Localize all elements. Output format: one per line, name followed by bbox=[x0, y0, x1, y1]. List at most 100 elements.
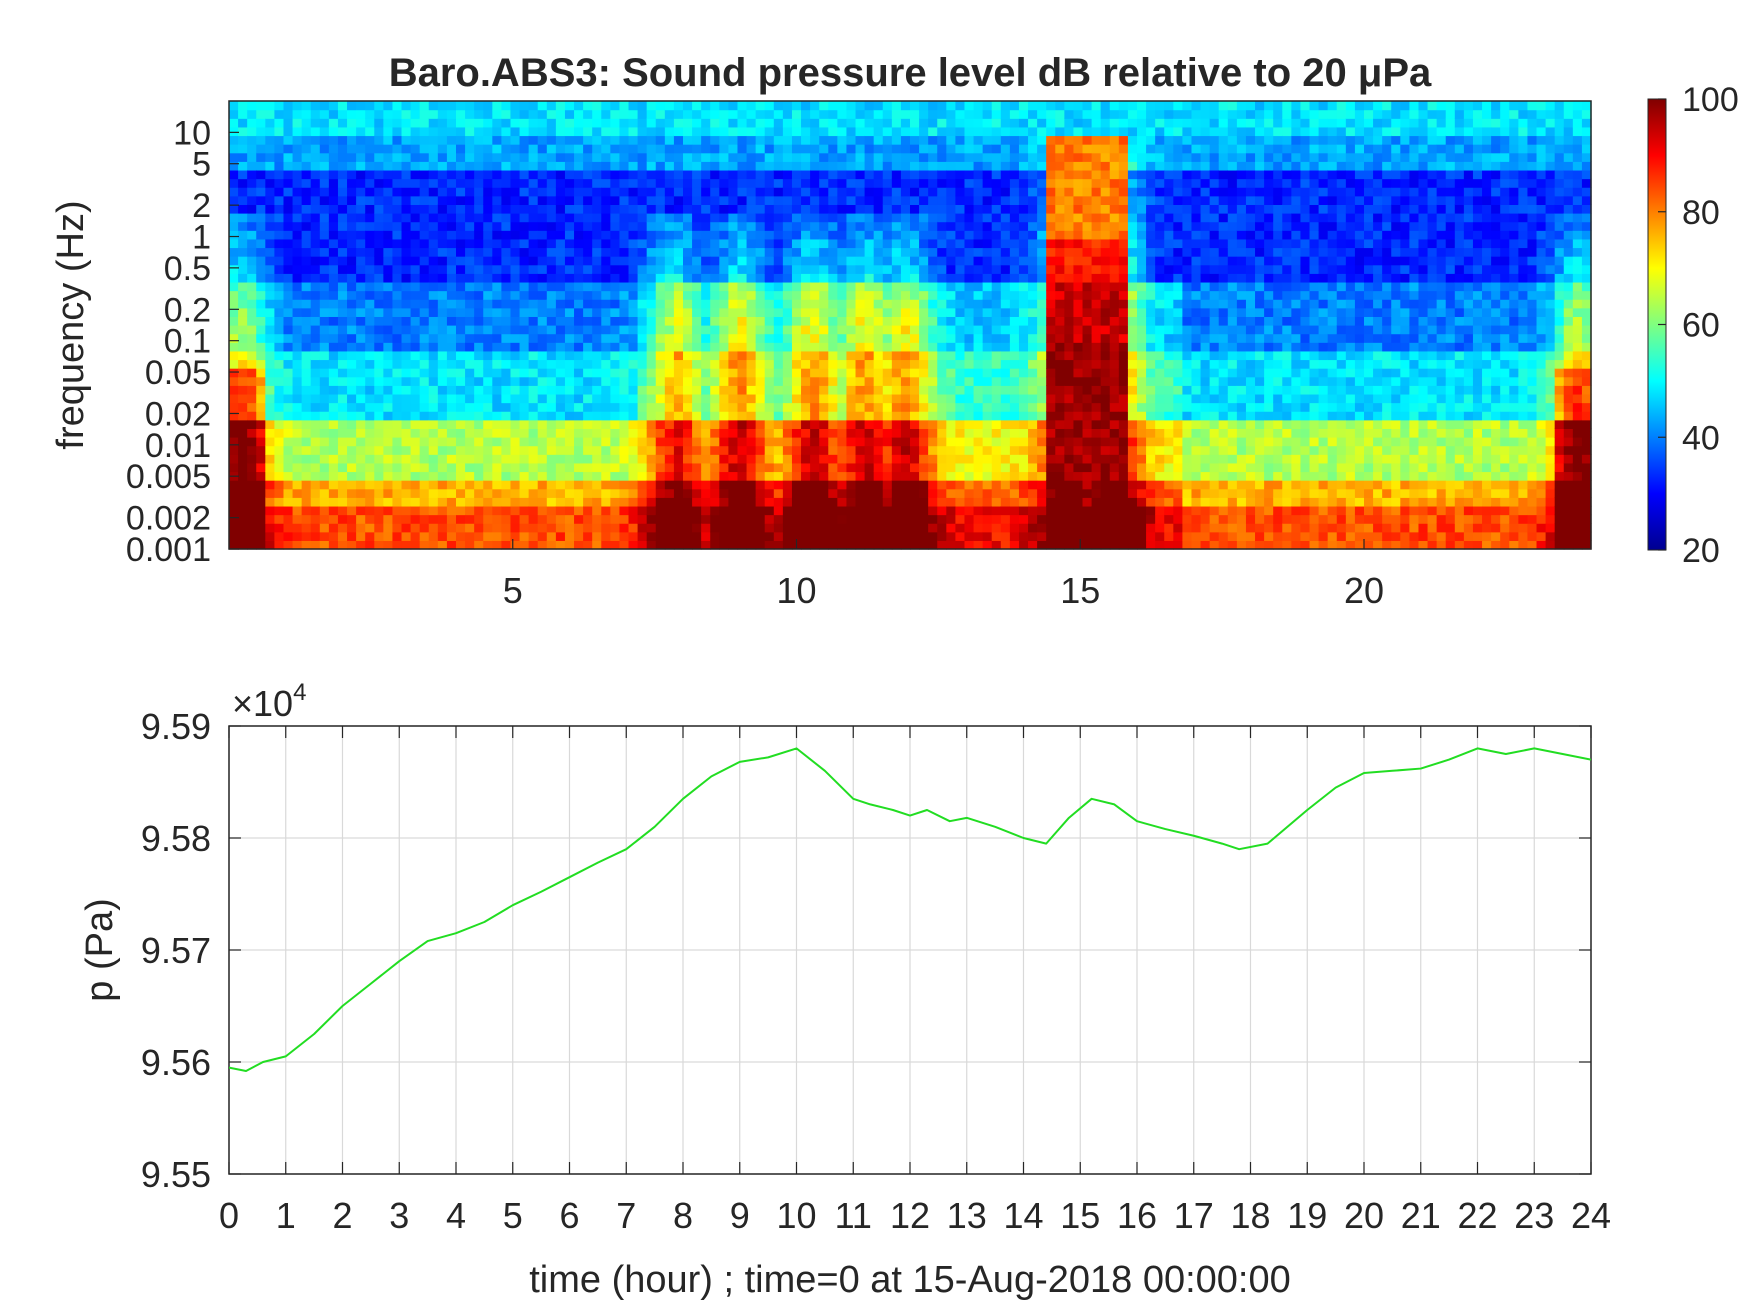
heatmap-cell bbox=[510, 316, 521, 326]
heatmap-cell bbox=[546, 437, 557, 447]
heatmap-cell bbox=[855, 204, 866, 214]
heatmap-cell bbox=[819, 505, 829, 516]
heatmap-cell bbox=[555, 213, 566, 223]
heatmap-cell bbox=[900, 342, 911, 352]
heatmap-cell bbox=[247, 264, 257, 274]
heatmap-cell bbox=[1018, 454, 1029, 464]
heatmap-cell bbox=[828, 437, 838, 447]
heatmap-cell bbox=[1055, 178, 1065, 188]
heatmap-cell bbox=[528, 187, 539, 197]
heatmap-cell bbox=[419, 187, 430, 197]
heatmap-cell bbox=[928, 325, 938, 335]
heatmap-cell bbox=[537, 187, 548, 197]
heatmap-cell bbox=[737, 221, 748, 231]
heatmap-cell bbox=[1018, 445, 1029, 455]
heatmap-cell bbox=[791, 411, 802, 421]
heatmap-cell bbox=[437, 169, 448, 180]
heatmap-cell bbox=[710, 428, 720, 438]
heatmap-cell bbox=[337, 523, 348, 533]
heatmap-cell bbox=[791, 497, 802, 507]
heatmap-cell bbox=[873, 316, 884, 326]
heatmap-cell bbox=[519, 428, 530, 438]
heatmap-cell bbox=[619, 238, 630, 249]
heatmap-cell bbox=[801, 514, 811, 524]
heatmap-cell bbox=[937, 402, 947, 412]
heatmap-cell bbox=[1046, 178, 1056, 188]
heatmap-cell bbox=[673, 488, 684, 498]
heatmap-cell bbox=[410, 213, 421, 223]
heatmap-cell bbox=[510, 540, 521, 550]
heatmap-cell bbox=[319, 238, 330, 249]
heatmap-cell bbox=[510, 126, 521, 137]
heatmap-cell bbox=[692, 402, 702, 412]
heatmap-cell bbox=[528, 514, 539, 524]
heatmap-cell bbox=[900, 316, 911, 326]
heatmap-cell bbox=[319, 514, 330, 524]
heatmap-cell bbox=[601, 454, 611, 464]
heatmap-cell bbox=[483, 514, 493, 524]
heatmap-cell bbox=[683, 161, 693, 171]
heatmap-cell bbox=[655, 152, 666, 162]
heatmap-cell bbox=[755, 505, 766, 516]
heatmap-cell bbox=[801, 187, 811, 197]
heatmap-cell bbox=[446, 152, 457, 162]
heatmap-cell bbox=[610, 454, 621, 464]
heatmap-cell bbox=[755, 299, 766, 309]
heatmap-cell bbox=[828, 505, 838, 516]
heatmap-cell bbox=[510, 281, 521, 292]
heatmap-cell bbox=[437, 428, 448, 438]
heatmap-cell bbox=[946, 437, 956, 447]
heatmap-cell bbox=[810, 118, 820, 128]
heatmap-cell bbox=[546, 531, 557, 541]
heatmap-cell bbox=[483, 152, 493, 162]
heatmap-cell bbox=[673, 307, 684, 317]
heatmap-cell bbox=[819, 118, 829, 128]
heatmap-cell bbox=[882, 428, 893, 438]
heatmap-cell bbox=[1000, 419, 1011, 429]
heatmap-cell bbox=[846, 273, 857, 283]
heatmap-cell bbox=[229, 307, 239, 317]
heatmap-cell bbox=[356, 350, 366, 361]
heatmap-cell bbox=[1100, 531, 1111, 541]
heatmap-cell bbox=[247, 281, 257, 292]
heatmap-cell bbox=[764, 368, 775, 378]
heatmap-cell bbox=[337, 402, 348, 412]
heatmap-cell bbox=[492, 178, 502, 188]
heatmap-cell bbox=[1082, 273, 1093, 283]
heatmap-cell bbox=[773, 161, 784, 171]
heatmap-cell bbox=[419, 204, 430, 214]
heatmap-cell bbox=[292, 540, 303, 550]
heatmap-cell bbox=[882, 238, 893, 249]
heatmap-cell bbox=[328, 531, 339, 541]
heatmap-cell bbox=[692, 428, 702, 438]
heatmap-cell bbox=[837, 333, 848, 343]
heatmap-cell bbox=[955, 126, 966, 137]
heatmap-cell bbox=[801, 437, 811, 447]
heatmap-cell bbox=[574, 385, 584, 395]
heatmap-cell bbox=[655, 299, 666, 309]
heatmap-cell bbox=[673, 445, 684, 455]
heatmap-cell bbox=[555, 428, 566, 438]
heatmap-cell bbox=[256, 540, 266, 550]
heatmap-cell bbox=[428, 316, 439, 326]
heatmap-cell bbox=[456, 264, 466, 274]
heatmap-cell bbox=[601, 109, 611, 119]
heatmap-cell bbox=[546, 264, 557, 274]
heatmap-cell bbox=[310, 454, 321, 464]
heatmap-cell bbox=[873, 445, 884, 455]
heatmap-cell bbox=[1000, 368, 1011, 378]
heatmap-cell bbox=[746, 161, 757, 171]
heatmap-cell bbox=[982, 325, 993, 335]
heatmap-cell bbox=[855, 350, 866, 361]
heatmap-cell bbox=[446, 118, 457, 128]
heatmap-cell bbox=[610, 109, 621, 119]
heatmap-cell bbox=[773, 101, 784, 111]
heatmap-cell bbox=[465, 213, 475, 223]
heatmap-cell bbox=[292, 419, 303, 429]
heatmap-cell bbox=[791, 135, 802, 145]
heatmap-cell bbox=[928, 144, 938, 154]
heatmap-cell bbox=[256, 462, 266, 473]
heatmap-cell bbox=[946, 299, 956, 309]
heatmap-cell bbox=[374, 523, 384, 533]
heatmap-cell bbox=[664, 342, 675, 352]
